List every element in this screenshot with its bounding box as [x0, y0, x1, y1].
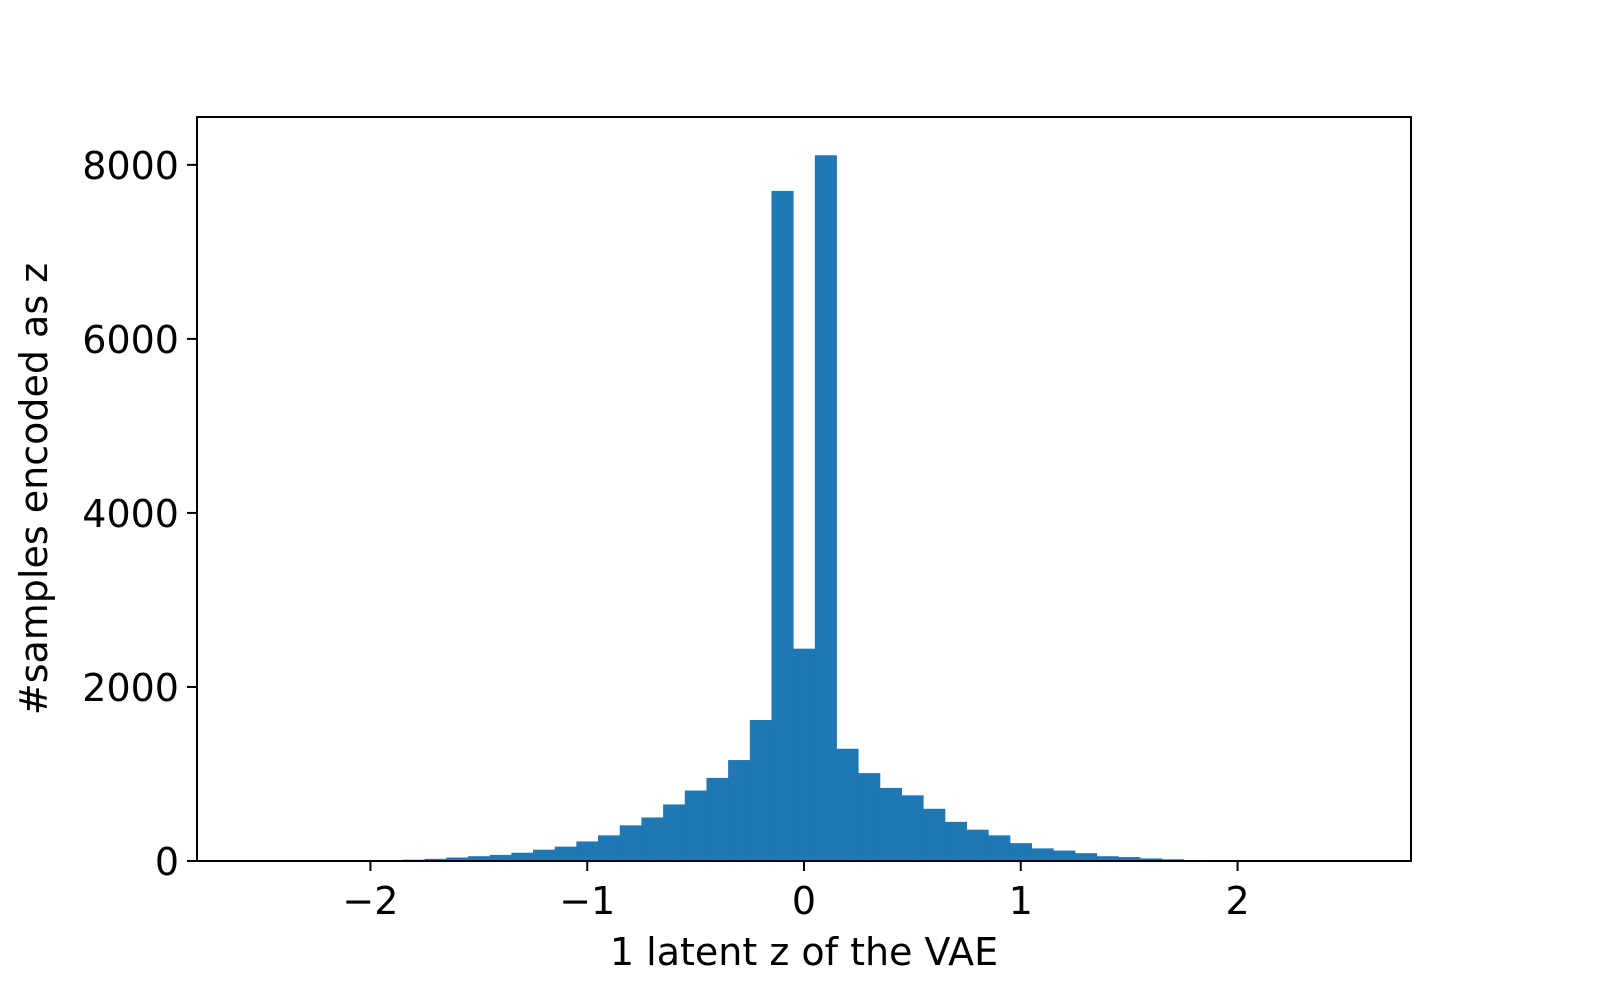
- x-axis-label: 1 latent z of the VAE: [610, 930, 998, 974]
- histogram-bar: [966, 829, 989, 861]
- histogram-bar: [749, 720, 772, 861]
- histogram-bar: [663, 804, 686, 861]
- histogram-bar: [923, 808, 946, 861]
- histogram-bar: [1140, 858, 1163, 861]
- histogram-bar: [836, 748, 859, 861]
- x-axis-ticks: −2 −1 0 1 2: [342, 861, 1250, 923]
- histogram-bar: [901, 795, 924, 861]
- histogram-bar: [554, 846, 577, 861]
- histogram-bar: [1031, 848, 1054, 861]
- histogram-bar: [598, 835, 621, 861]
- histogram-bar: [1053, 850, 1076, 861]
- histogram-bar: [814, 155, 837, 861]
- y-tick-label: 4000: [82, 492, 179, 536]
- y-tick-label: 6000: [82, 318, 179, 362]
- y-tick-label: 0: [155, 840, 179, 884]
- x-tick-label: 0: [792, 879, 816, 923]
- histogram-bar: [576, 841, 599, 861]
- histogram-bar: [793, 648, 816, 861]
- x-tick-label: −2: [342, 879, 398, 923]
- y-axis-label: #samples encoded as z: [12, 263, 56, 715]
- histogram-bar: [1096, 856, 1119, 861]
- histogram-bar: [771, 190, 794, 861]
- histogram-bar: [728, 760, 751, 861]
- y-tick-label: 2000: [82, 666, 179, 710]
- histogram-bar: [988, 835, 1011, 861]
- x-tick-label: 2: [1225, 879, 1249, 923]
- histogram-bar: [879, 787, 902, 861]
- histogram-bar: [424, 858, 447, 861]
- histogram-bar: [533, 849, 556, 861]
- x-tick-label: 1: [1009, 879, 1033, 923]
- histogram-bar: [511, 852, 534, 861]
- histogram-bar: [489, 854, 512, 861]
- histogram-bar: [1074, 853, 1098, 861]
- histogram-bar: [641, 817, 664, 861]
- x-tick-label: −1: [559, 879, 615, 923]
- histogram-bar: [1009, 843, 1033, 861]
- histogram-bar: [619, 825, 642, 861]
- histogram-bar: [467, 856, 491, 861]
- y-axis-ticks: 0 2000 4000 6000 8000: [82, 144, 197, 884]
- y-tick-label: 8000: [82, 144, 179, 188]
- histogram-bar: [858, 773, 881, 861]
- histogram-bar: [684, 790, 707, 861]
- histogram-bar: [1118, 857, 1141, 861]
- histogram-bar: [446, 857, 469, 861]
- histogram-bars: [402, 155, 1206, 861]
- histogram-bar: [944, 821, 967, 861]
- histogram-bar: [706, 777, 729, 861]
